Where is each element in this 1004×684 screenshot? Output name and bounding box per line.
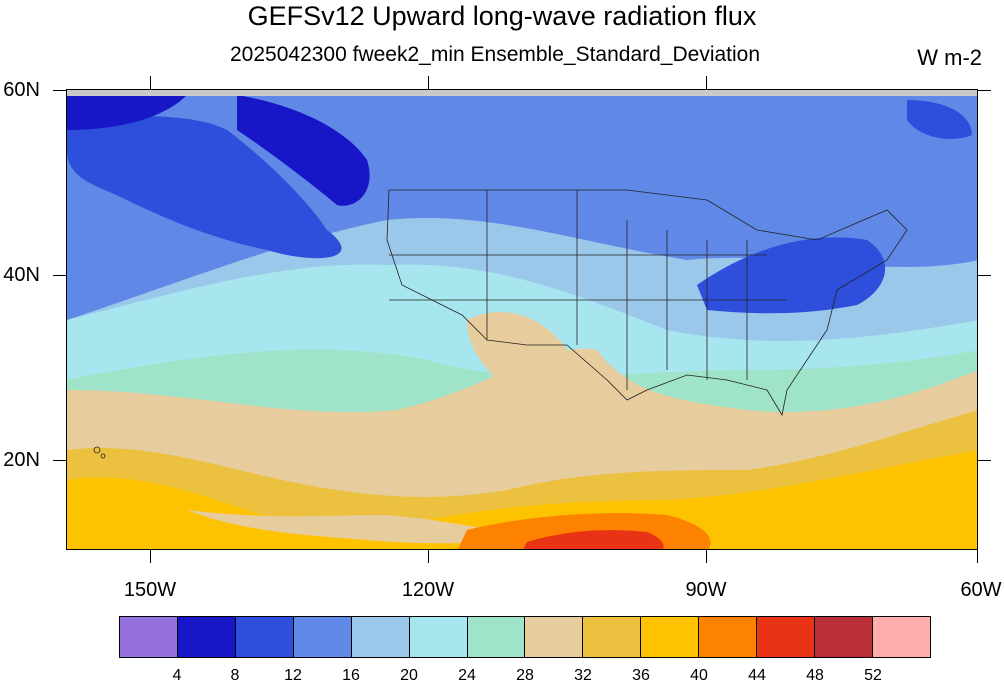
tick-mark — [706, 550, 707, 563]
tick-mark — [150, 76, 151, 89]
map-plot-area — [66, 89, 978, 550]
colorbar-label: 24 — [458, 667, 476, 684]
tick-mark — [53, 460, 66, 461]
contour-field — [67, 90, 977, 549]
colorbar-swatch — [351, 617, 410, 657]
colorbar-label: 4 — [172, 667, 182, 684]
colorbar-label: 48 — [806, 667, 824, 684]
colorbar-label: 44 — [748, 667, 766, 684]
colorbar-label: 20 — [400, 667, 418, 684]
map-subtitle: 2025042300 fweek2_min Ensemble_Standard_… — [230, 43, 761, 66]
colorbar-label: 32 — [574, 667, 592, 684]
lon-label-60w: 60W — [960, 579, 1002, 601]
tick-mark — [53, 275, 66, 276]
colorbar-swatch — [293, 617, 352, 657]
lat-label-60n: 60N — [3, 79, 40, 101]
colorbar-swatch — [525, 617, 584, 657]
tick-mark — [428, 76, 429, 89]
lon-label-150w: 150W — [123, 579, 177, 601]
lat-label-40n: 40N — [3, 264, 40, 286]
lon-label-90w: 90W — [685, 579, 727, 601]
map-title: GEFSv12 Upward long-wave radiation flux — [247, 1, 757, 31]
colorbar-swatch — [120, 617, 178, 657]
tick-mark — [428, 550, 429, 563]
colorbar-swatch — [641, 617, 700, 657]
lat-label-20n: 20N — [3, 449, 40, 471]
lon-label-120w: 120W — [401, 579, 455, 601]
tick-mark — [53, 90, 66, 91]
tick-mark — [978, 90, 991, 91]
colorbar-swatch — [872, 617, 930, 657]
colorbar-swatch — [757, 617, 816, 657]
tick-mark — [150, 550, 151, 563]
colorbar-swatch — [235, 617, 294, 657]
colorbar-label: 8 — [230, 667, 240, 684]
colorbar-label: 40 — [690, 667, 708, 684]
tick-mark — [978, 460, 991, 461]
colorbar-label: 28 — [516, 667, 534, 684]
colorbar-swatch — [815, 617, 873, 657]
colorbar-label: 36 — [632, 667, 650, 684]
tick-mark — [977, 550, 978, 563]
units-label: W m-2 — [917, 45, 982, 70]
colorbar-swatch — [467, 617, 526, 657]
colorbar-label: 12 — [284, 667, 302, 684]
colorbar-swatch — [409, 617, 468, 657]
colorbar — [119, 616, 931, 658]
colorbar-swatch — [583, 617, 642, 657]
colorbar-swatch — [699, 617, 758, 657]
colorbar-label: 52 — [864, 667, 882, 684]
tick-mark — [978, 275, 991, 276]
tick-mark — [706, 76, 707, 89]
colorbar-swatch — [177, 617, 236, 657]
colorbar-label: 16 — [342, 667, 360, 684]
